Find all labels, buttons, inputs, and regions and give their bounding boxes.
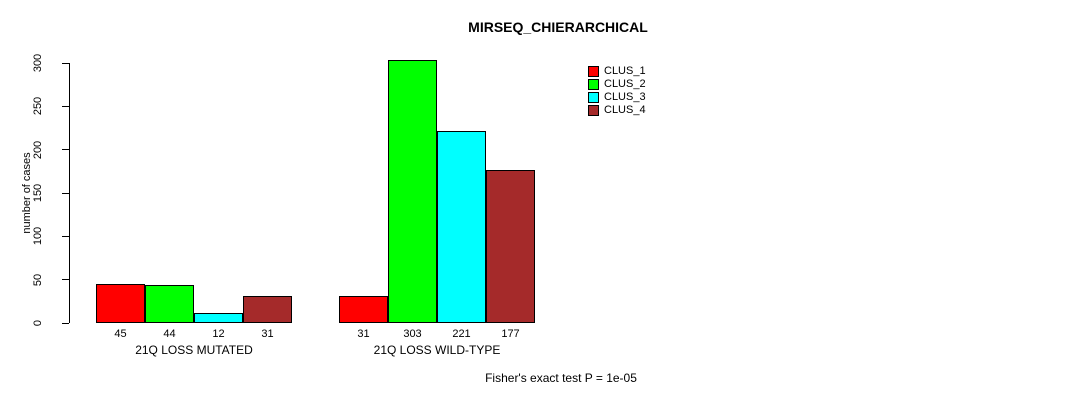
legend-item-clus_2: CLUS_2 <box>588 78 646 90</box>
y-tick-label: 100 <box>32 227 44 246</box>
legend-item-clus_3: CLUS_3 <box>588 91 646 103</box>
legend-item-clus_4: CLUS_4 <box>588 104 646 116</box>
y-tick-mark <box>62 105 69 107</box>
y-tick-label: 150 <box>32 183 44 203</box>
bar-value-label: 45 <box>114 328 127 340</box>
y-tick-label: 0 <box>32 319 44 327</box>
footnote-fisher-test: Fisher's exact test P = 1e-05 <box>485 371 637 385</box>
bar-clus_3 <box>194 313 243 323</box>
bar-clus_1 <box>339 296 388 323</box>
y-tick-label: 250 <box>32 97 44 116</box>
y-tick-label: 50 <box>32 273 44 286</box>
bar-value-label: 221 <box>452 328 471 340</box>
bar-clus_2 <box>388 60 437 323</box>
legend-label: CLUS_4 <box>604 104 646 116</box>
bar-value-label: 12 <box>212 328 225 340</box>
legend-swatch-clus_4 <box>588 104 599 116</box>
legend-item-clus_1: CLUS_1 <box>588 65 646 77</box>
y-tick-label: 300 <box>32 53 44 73</box>
y-tick-mark <box>62 279 69 281</box>
legend-swatch-clus_2 <box>588 78 599 90</box>
legend-label: CLUS_2 <box>604 78 646 90</box>
group-label: 21Q LOSS WILD-TYPE <box>373 343 501 357</box>
bar-value-label: 31 <box>357 328 370 340</box>
bar-clus_3 <box>437 131 486 323</box>
y-tick-mark <box>62 322 69 324</box>
legend: CLUS_1 CLUS_2 CLUS_3 CLUS_4 <box>588 65 668 117</box>
bar-clus_1 <box>96 284 145 323</box>
legend-swatch-clus_3 <box>588 91 599 103</box>
group-label: 21Q LOSS MUTATED <box>135 343 253 357</box>
bar-value-label: 44 <box>163 328 176 340</box>
bar-value-label: 303 <box>403 328 422 340</box>
bar-clus_4 <box>243 296 292 323</box>
y-tick-mark <box>62 62 69 64</box>
y-tick-mark <box>62 149 69 151</box>
y-tick-label: 200 <box>32 140 44 159</box>
bar-clus_4 <box>486 170 535 323</box>
bar-value-label: 31 <box>261 328 274 340</box>
legend-label: CLUS_1 <box>604 65 646 77</box>
chart-title: MIRSEQ_CHIERARCHICAL <box>468 19 648 35</box>
bar-value-label: 177 <box>501 328 520 340</box>
y-tick-mark <box>62 235 69 237</box>
legend-label: CLUS_3 <box>604 91 646 103</box>
legend-swatch-clus_1 <box>588 65 599 77</box>
bar-clus_2 <box>145 285 194 323</box>
y-axis-line <box>69 63 70 323</box>
y-tick-mark <box>62 192 69 194</box>
